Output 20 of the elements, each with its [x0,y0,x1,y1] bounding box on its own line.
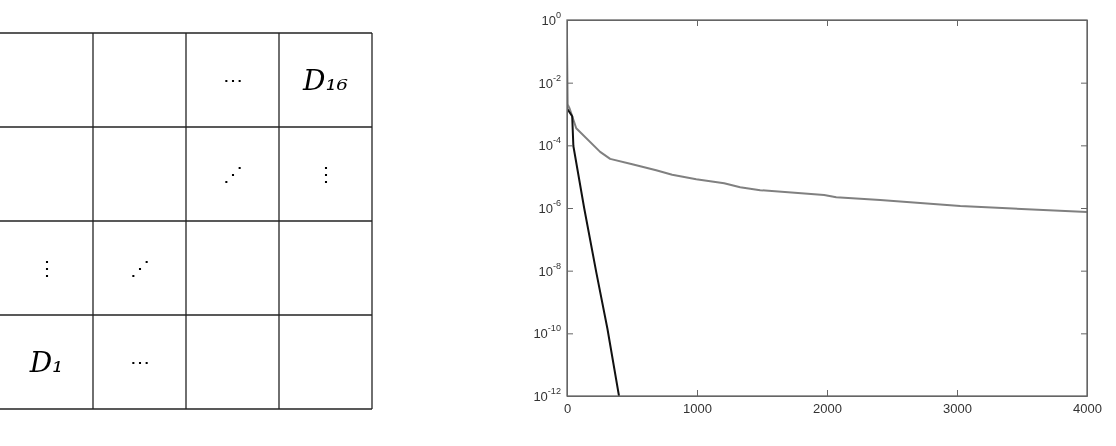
x-tick-label: 3000 [943,401,972,417]
x-tick-label: 4000 [1073,401,1102,417]
y-tick-label: 10$^{-10}$ [533,323,561,341]
x-tick-label: 0 [563,401,572,417]
y-tick-label: 10$^{-8}$ [538,260,561,279]
text: ⋮ [315,162,336,186]
text: ⋯ [129,350,150,374]
text: ⋰ [129,256,150,280]
y-tick-label: 10$^{0}$ [541,10,561,28]
text: ⋰ [222,162,243,186]
text: D₁ [28,345,64,379]
text: ⋮ [36,256,57,280]
y-tick-label: 10$^{-4}$ [538,135,561,153]
y-tick-label: 10$^{-12}$ [533,386,561,404]
x-tick-label: 1000 [683,401,712,417]
text: ⋯ [222,68,243,92]
text: D₁₆ [302,63,348,97]
x-tick-label: 2000 [813,401,842,417]
y-tick-label: 10$^{-2}$ [538,72,561,91]
y-tick-label: 10$^{-6}$ [538,198,561,216]
